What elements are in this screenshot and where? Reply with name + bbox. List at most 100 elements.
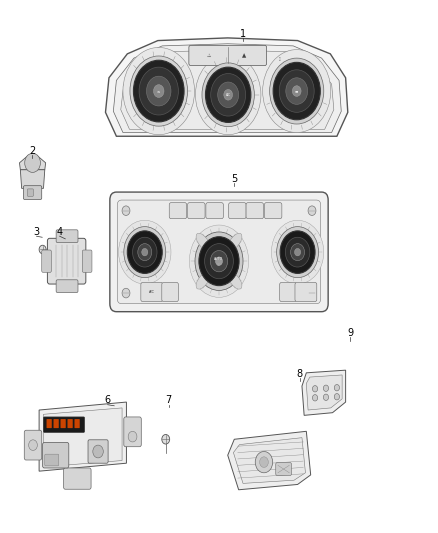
Circle shape bbox=[312, 394, 318, 401]
Circle shape bbox=[162, 434, 170, 444]
Text: 7: 7 bbox=[166, 395, 172, 406]
Ellipse shape bbox=[228, 233, 242, 250]
FancyBboxPatch shape bbox=[82, 250, 92, 272]
Circle shape bbox=[263, 50, 331, 133]
Text: 6: 6 bbox=[105, 395, 111, 406]
FancyBboxPatch shape bbox=[110, 192, 328, 312]
FancyBboxPatch shape bbox=[64, 468, 91, 489]
Text: A/C: A/C bbox=[149, 290, 155, 294]
Circle shape bbox=[272, 220, 324, 284]
FancyBboxPatch shape bbox=[60, 419, 66, 428]
Ellipse shape bbox=[196, 272, 210, 289]
Circle shape bbox=[122, 288, 130, 298]
FancyBboxPatch shape bbox=[42, 250, 51, 272]
FancyBboxPatch shape bbox=[45, 454, 59, 466]
Circle shape bbox=[124, 227, 166, 278]
FancyBboxPatch shape bbox=[276, 463, 291, 475]
Text: ∞: ∞ bbox=[157, 89, 160, 93]
FancyBboxPatch shape bbox=[67, 419, 73, 428]
Circle shape bbox=[93, 445, 103, 458]
FancyBboxPatch shape bbox=[24, 430, 42, 460]
Circle shape bbox=[308, 288, 316, 298]
Circle shape bbox=[123, 47, 194, 135]
Polygon shape bbox=[19, 156, 46, 169]
Circle shape bbox=[119, 220, 171, 284]
Polygon shape bbox=[113, 44, 341, 133]
Text: 5: 5 bbox=[231, 174, 237, 184]
Circle shape bbox=[142, 248, 148, 256]
Text: 🌡: 🌡 bbox=[279, 57, 280, 61]
Polygon shape bbox=[306, 375, 342, 410]
Polygon shape bbox=[20, 169, 45, 188]
Circle shape bbox=[138, 244, 152, 261]
Polygon shape bbox=[228, 431, 311, 490]
Text: AUTO: AUTO bbox=[215, 256, 223, 261]
FancyBboxPatch shape bbox=[229, 203, 246, 219]
Circle shape bbox=[133, 237, 157, 267]
Circle shape bbox=[218, 82, 239, 108]
Text: 1: 1 bbox=[240, 29, 246, 39]
Circle shape bbox=[323, 394, 328, 400]
Polygon shape bbox=[302, 370, 346, 415]
FancyBboxPatch shape bbox=[189, 45, 267, 66]
Text: 4: 4 bbox=[57, 227, 63, 237]
Circle shape bbox=[147, 76, 171, 106]
Text: ≡: ≡ bbox=[295, 89, 298, 93]
Circle shape bbox=[128, 431, 137, 442]
FancyBboxPatch shape bbox=[27, 189, 33, 196]
Circle shape bbox=[25, 154, 40, 172]
Circle shape bbox=[153, 85, 164, 98]
Circle shape bbox=[205, 244, 233, 279]
Circle shape bbox=[199, 237, 239, 286]
Circle shape bbox=[211, 74, 246, 116]
Text: 2: 2 bbox=[29, 146, 35, 156]
Text: 9: 9 bbox=[347, 328, 353, 338]
Text: A/C: A/C bbox=[226, 93, 231, 97]
Circle shape bbox=[312, 385, 318, 392]
Circle shape bbox=[292, 86, 301, 96]
Circle shape bbox=[334, 393, 339, 400]
Circle shape bbox=[134, 60, 184, 122]
FancyBboxPatch shape bbox=[47, 238, 86, 284]
Circle shape bbox=[279, 70, 314, 112]
Polygon shape bbox=[121, 50, 334, 130]
FancyBboxPatch shape bbox=[141, 282, 162, 302]
Text: 8: 8 bbox=[297, 369, 303, 379]
Circle shape bbox=[28, 440, 37, 450]
FancyBboxPatch shape bbox=[74, 419, 80, 428]
FancyBboxPatch shape bbox=[162, 282, 178, 302]
Circle shape bbox=[195, 232, 243, 290]
Text: 3: 3 bbox=[33, 227, 39, 237]
FancyBboxPatch shape bbox=[53, 419, 59, 428]
Circle shape bbox=[323, 385, 328, 391]
Polygon shape bbox=[106, 38, 348, 136]
Circle shape bbox=[286, 237, 310, 267]
Circle shape bbox=[255, 451, 273, 473]
FancyBboxPatch shape bbox=[169, 203, 187, 219]
Circle shape bbox=[280, 231, 315, 273]
Circle shape bbox=[195, 55, 261, 135]
Circle shape bbox=[210, 251, 228, 272]
FancyBboxPatch shape bbox=[56, 280, 78, 293]
Circle shape bbox=[139, 67, 178, 115]
Text: ⚠: ⚠ bbox=[206, 53, 211, 58]
Circle shape bbox=[130, 56, 187, 126]
FancyBboxPatch shape bbox=[43, 417, 85, 432]
Polygon shape bbox=[43, 408, 122, 467]
FancyBboxPatch shape bbox=[46, 419, 52, 428]
Text: ▲: ▲ bbox=[242, 53, 247, 58]
Circle shape bbox=[202, 63, 254, 127]
Ellipse shape bbox=[196, 233, 210, 250]
FancyBboxPatch shape bbox=[117, 200, 321, 304]
FancyBboxPatch shape bbox=[265, 203, 282, 219]
FancyBboxPatch shape bbox=[206, 203, 223, 219]
FancyBboxPatch shape bbox=[23, 185, 42, 199]
Circle shape bbox=[215, 257, 223, 265]
Circle shape bbox=[224, 90, 233, 100]
Polygon shape bbox=[233, 438, 305, 483]
Circle shape bbox=[39, 245, 46, 254]
FancyBboxPatch shape bbox=[56, 230, 78, 243]
Polygon shape bbox=[39, 402, 127, 471]
Circle shape bbox=[290, 244, 304, 261]
FancyBboxPatch shape bbox=[88, 440, 108, 463]
